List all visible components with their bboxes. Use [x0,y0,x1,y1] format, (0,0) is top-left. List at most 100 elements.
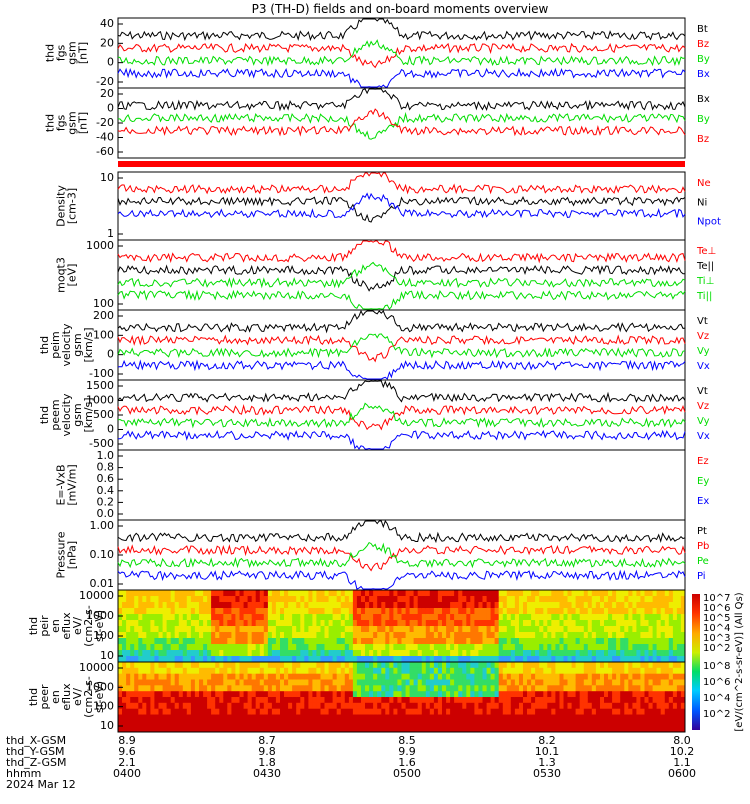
spectrogram-cell [182,602,188,609]
spectrogram-cell [365,691,370,698]
spectrogram-cell [502,685,508,692]
spectrogram-cell [433,697,439,704]
spectrogram-cell [462,673,467,680]
spectrogram-cell [510,685,516,692]
spectrogram-cell [595,644,601,651]
spectrogram-cell [429,667,435,674]
spectrogram-cell [320,667,325,674]
spectrogram-cell [571,614,577,621]
spectrogram-cell [332,620,338,627]
spectrogram-cell [668,620,674,627]
spectrogram-cell [608,667,613,674]
spectrogram-cell [373,608,378,615]
spectrogram-cell [632,656,637,663]
spectrogram-cell [186,685,192,692]
spectrogram-cell [215,602,220,609]
spectrogram-cell [514,708,520,715]
spectrogram-cell [547,638,552,645]
spectrogram-cell [417,714,423,721]
spectrogram-cell [547,650,552,657]
spectrogram-cell [604,714,609,721]
spectrogram-cell [223,679,228,686]
spectrogram-cell [215,702,220,709]
spectrogram-cell [555,714,560,721]
spectrogram-cell [664,673,670,680]
spectrogram-cell [340,662,346,669]
spectrogram-cell [203,608,208,615]
spectrogram-cell [620,673,625,680]
spectrogram-cell [510,708,516,715]
spectrogram-cell [211,656,216,663]
spectrogram-cell [506,662,512,669]
spectrogram-cell [405,662,411,669]
spectrogram-cell [194,620,200,627]
spectrogram-cell [219,626,224,633]
spectrogram-cell [288,708,293,715]
spectrogram-cell [502,614,508,621]
spectrogram-cell [454,697,459,704]
spectrogram-cell [320,673,325,680]
spectrogram-cell [676,720,682,727]
spectrogram-cell [425,638,431,645]
spectrogram-cell [409,685,415,692]
spectrogram-cell [150,608,155,615]
spectrogram-cell [130,590,135,597]
spectrogram-cell [328,667,334,674]
spectrogram-cell [527,632,532,639]
spectrogram-cell [166,702,172,709]
spectrogram-cell [543,697,548,704]
spectrogram-cell [194,614,200,621]
spectrogram-cell [280,650,285,657]
spectrogram-cell [437,626,443,633]
spectrogram-cell [405,726,411,733]
spectrogram-cell [680,697,686,704]
spectrogram-cell [547,602,552,609]
spectrogram-cell [510,714,516,721]
spectrogram-cell [150,702,155,709]
spectrogram-cell [178,667,184,674]
spectrogram-cell [304,644,309,651]
spectrogram-cell [332,679,338,686]
spectrogram-cell [138,644,143,651]
spectrogram-cell [377,596,382,603]
spectrogram-cell [632,608,637,615]
spectrogram-cell [401,590,406,597]
spectrogram-cell [531,667,536,674]
spectrogram-cell [462,714,467,721]
spectrogram-cell [620,596,625,603]
spectrogram-cell [134,691,139,698]
spectrogram-cell [417,644,423,651]
spectrogram-cell [118,590,123,597]
spectrogram-cell [563,673,568,680]
spectrogram-cell [397,632,402,639]
spectrogram-cell [624,667,629,674]
spectrogram-cell [292,679,297,686]
spectrogram-cell [182,685,188,692]
spectrogram-cell [648,673,653,680]
spectrogram-cell [591,602,597,609]
spectrogram-cell [470,679,475,686]
spectrogram-cell [600,662,605,669]
spectrogram-cell [162,697,168,704]
spectrogram-cell [571,626,577,633]
spectrogram-cell [466,662,471,669]
spectrogram-cell [348,656,354,663]
spectrogram-cell [263,708,269,715]
spectrogram-cell [474,608,479,615]
spectrogram-cell [600,685,605,692]
spectrogram-cell [604,662,609,669]
spectrogram-cell [369,602,374,609]
spectrogram-cell [462,596,467,603]
spectrogram-cell [267,662,273,669]
spectrogram-cell [194,626,200,633]
spectrogram-cell [656,620,662,627]
spectrogram-cell [203,679,208,686]
spectrogram-cell [656,650,662,657]
spectrogram-cell [199,673,204,680]
spectrogram-cell [215,673,220,680]
spectrogram-cell [652,667,658,674]
spectrogram-cell [154,608,159,615]
spectrogram-cell [263,673,269,680]
y-tick-label: 0 [107,423,114,436]
spectrogram-cell [271,608,277,615]
